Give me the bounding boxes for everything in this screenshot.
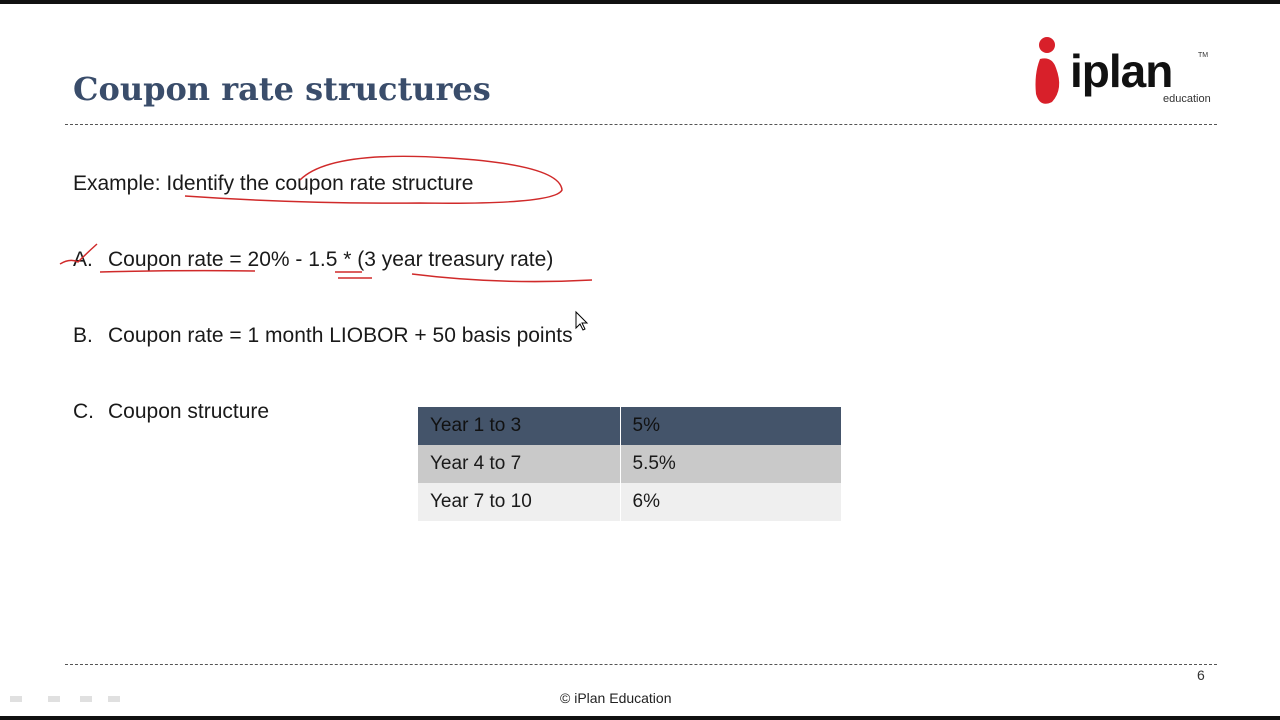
logo-tagline: education <box>1163 93 1211 105</box>
table-row: Year 4 to 7 5.5% <box>418 445 842 483</box>
table-row: Year 1 to 3 5% <box>418 407 842 445</box>
copyright: © iPlan Education <box>560 690 672 706</box>
table-row: Year 7 to 10 6% <box>418 483 842 521</box>
ink-underline <box>411 273 593 283</box>
item-text: Coupon rate = 20% - 1.5 * (3 year treasu… <box>108 248 554 271</box>
logo: iplan education TM <box>1030 34 1211 109</box>
coupon-table: Year 1 to 3 5% Year 4 to 7 5.5% Year 7 to … <box>418 407 842 521</box>
logo-name: iplan <box>1070 45 1173 97</box>
item-label: C. <box>73 400 94 423</box>
slide-title: Coupon rate structures <box>73 70 491 108</box>
item-text: Coupon structure <box>108 400 270 423</box>
player-controls[interactable] <box>8 692 120 704</box>
bottom-bar <box>0 716 1280 720</box>
divider <box>65 124 1217 125</box>
table-cell: Year 7 to 10 <box>418 483 621 521</box>
ink-check <box>59 243 98 265</box>
table-cell: 6% <box>620 483 842 521</box>
top-bar <box>0 0 1280 4</box>
item-text: Coupon rate = 1 month LIOBOR + 50 basis … <box>108 324 573 347</box>
table-cell: 5.5% <box>620 445 842 483</box>
ink-underline <box>99 269 256 273</box>
cursor <box>575 310 589 331</box>
table-cell: 5% <box>620 407 842 445</box>
logo-mark: TM <box>1198 52 1209 59</box>
table-cell: Year 4 to 7 <box>418 445 621 483</box>
item-label: B. <box>73 324 93 347</box>
ink-underline <box>335 271 372 279</box>
item-label: A. <box>73 248 93 271</box>
ink-ellipse <box>184 155 563 204</box>
prompt: Example: Identify the coupon rate struct… <box>73 172 474 195</box>
logo-icon <box>1035 37 1060 104</box>
page-number: 6 <box>1197 667 1205 683</box>
table-cell: Year 1 to 3 <box>418 407 621 445</box>
divider <box>65 664 1217 665</box>
